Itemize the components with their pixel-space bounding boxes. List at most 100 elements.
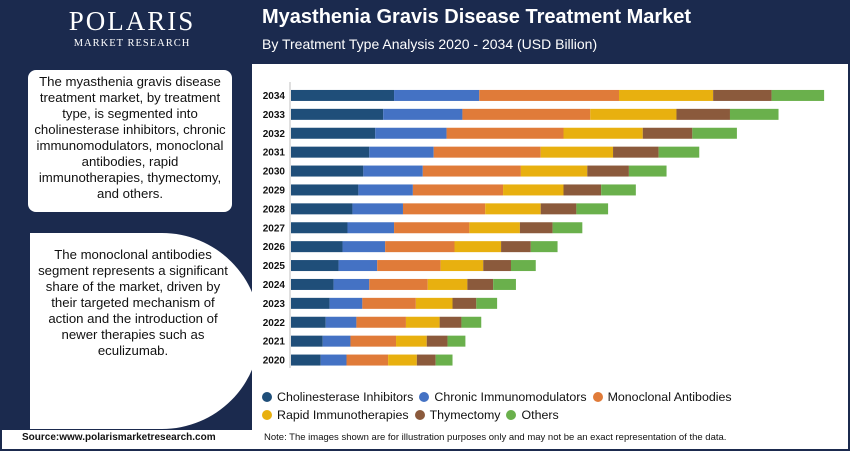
y-tick-label: 2033 <box>263 110 286 121</box>
bar-segment-cholinesterase-inhibitors-2026 <box>291 241 343 253</box>
bar-segment-others-2027 <box>552 222 583 234</box>
bar-segment-cholinesterase-inhibitors-2020 <box>291 354 321 366</box>
highlight-box: The monoclonal antibodies segment repres… <box>30 233 260 429</box>
y-tick-label: 2023 <box>263 299 286 310</box>
bar-segment-others-2030 <box>628 165 667 177</box>
bar-segment-rapid-immunotherapies-2033 <box>590 108 677 120</box>
bar-segment-monoclonal-antibodies-2021 <box>350 335 397 347</box>
bar-segment-thymectomy-2021 <box>426 335 448 347</box>
stacked-bar-chart: 2034 2033 2032 2031 2030 2029 2028 2027 2026 2025… <box>263 82 825 368</box>
bar-segment-others-2034 <box>771 89 825 101</box>
bar-segment-monoclonal-antibodies-2029 <box>412 184 504 196</box>
chart-title: Myasthenia Gravis Disease Treatment Mark… <box>262 6 692 28</box>
bar-segment-monoclonal-antibodies-2032 <box>446 127 564 139</box>
bar-segment-others-2026 <box>530 241 558 253</box>
y-tick-label: 2020 <box>263 356 286 367</box>
bar-segment-chronic-immunomodulators-2031 <box>369 146 434 158</box>
legend-swatch <box>414 410 425 420</box>
bar-segment-thymectomy-2027 <box>519 222 553 234</box>
y-tick-label: 2026 <box>263 242 286 253</box>
bar-segment-monoclonal-antibodies-2026 <box>385 241 455 253</box>
legend-swatch <box>262 392 272 402</box>
bar-segment-thymectomy-2026 <box>501 241 531 253</box>
y-tick-label: 2030 <box>263 167 286 178</box>
bar-segment-rapid-immunotherapies-2032 <box>563 127 643 139</box>
bar-segment-rapid-immunotherapies-2028 <box>485 203 541 215</box>
bar-segment-cholinesterase-inhibitors-2025 <box>291 260 339 272</box>
bar-segment-others-2029 <box>601 184 636 196</box>
bar-segment-cholinesterase-inhibitors-2033 <box>291 108 384 120</box>
bar-segment-thymectomy-2029 <box>563 184 602 196</box>
y-tick-label: 2034 <box>263 91 286 102</box>
logo-subtitle: MARKET RESEARCH <box>73 38 191 49</box>
bar-segment-rapid-immunotherapies-2027 <box>469 222 520 234</box>
y-tick-label: 2021 <box>263 337 286 348</box>
bar-segment-cholinesterase-inhibitors-2024 <box>291 278 334 290</box>
y-tick-label: 2025 <box>263 261 286 272</box>
legend-item: Cholinesterase Inhibitors <box>262 390 413 404</box>
bar-segment-rapid-immunotherapies-2025 <box>440 260 484 272</box>
legend-label: Chronic Immunomodulators <box>434 390 587 404</box>
y-tick-label: 2024 <box>263 280 286 291</box>
bar-segment-cholinesterase-inhibitors-2027 <box>291 222 348 234</box>
bar-segment-cholinesterase-inhibitors-2032 <box>291 127 376 139</box>
bar-segment-thymectomy-2034 <box>713 89 772 101</box>
bar-segment-thymectomy-2028 <box>540 203 577 215</box>
bar-segment-monoclonal-antibodies-2020 <box>346 354 389 366</box>
bar-segment-monoclonal-antibodies-2030 <box>422 165 521 177</box>
y-tick-label: 2032 <box>263 129 286 140</box>
bar-segment-cholinesterase-inhibitors-2031 <box>291 146 370 158</box>
bar-segment-rapid-immunotherapies-2022 <box>405 316 440 328</box>
bar-segment-thymectomy-2024 <box>467 278 494 290</box>
legend-swatch <box>419 392 430 402</box>
legend-label: Thymectomy <box>429 408 501 422</box>
bar-segment-chronic-immunomodulators-2025 <box>338 260 378 272</box>
bar-segment-thymectomy-2023 <box>452 297 477 309</box>
bar-segment-thymectomy-2033 <box>676 108 730 120</box>
bar-segment-thymectomy-2031 <box>613 146 659 158</box>
legend-item: Chronic Immunomodulators <box>419 390 587 404</box>
bar-segment-others-2024 <box>493 278 516 290</box>
footer-bar <box>2 430 848 449</box>
bar-segment-rapid-immunotherapies-2030 <box>520 165 588 177</box>
bar-segment-chronic-immunomodulators-2028 <box>352 203 403 215</box>
legend-label: Cholinesterase Inhibitors <box>277 390 414 404</box>
bar-segment-thymectomy-2025 <box>483 260 511 272</box>
legend-swatch <box>262 410 272 420</box>
bar-segment-rapid-immunotherapies-2026 <box>454 241 502 253</box>
bar-segment-monoclonal-antibodies-2022 <box>356 316 406 328</box>
y-tick-label: 2028 <box>263 204 286 215</box>
source-credit: Source:www.polarismarketresearch.com <box>22 432 216 443</box>
bar-segment-others-2020 <box>435 354 453 366</box>
bar-segment-rapid-immunotherapies-2023 <box>415 297 453 309</box>
bar-segment-thymectomy-2032 <box>642 127 693 139</box>
legend-label: Rapid Immunotherapies <box>277 408 409 422</box>
logo-name: POLARIS <box>68 6 196 36</box>
legend-swatch <box>592 392 603 402</box>
bar-segment-others-2021 <box>447 335 466 347</box>
bar-segment-cholinesterase-inhibitors-2030 <box>291 165 364 177</box>
y-tick-label: 2029 <box>263 185 286 196</box>
y-tick-label: 2031 <box>263 148 286 159</box>
bar-segment-cholinesterase-inhibitors-2023 <box>291 297 330 309</box>
bar-segment-monoclonal-antibodies-2027 <box>394 222 470 234</box>
bar-segment-chronic-immunomodulators-2030 <box>363 165 423 177</box>
bar-segment-monoclonal-antibodies-2031 <box>433 146 541 158</box>
bar-segment-cholinesterase-inhibitors-2022 <box>291 316 326 328</box>
legend-label: Others <box>521 408 559 422</box>
bar-segment-others-2023 <box>476 297 498 309</box>
bar-segment-others-2031 <box>658 146 700 158</box>
bar-segment-cholinesterase-inhibitors-2028 <box>291 203 353 215</box>
bar-segment-rapid-immunotherapies-2034 <box>618 89 714 101</box>
brand-logo: POLARIS MARKET RESEARCH <box>62 6 202 49</box>
bar-segment-monoclonal-antibodies-2034 <box>479 89 619 101</box>
bar-segment-cholinesterase-inhibitors-2029 <box>291 184 359 196</box>
legend-row: Rapid Immunotherapies Thymectomy Others <box>262 408 842 426</box>
legend-label: Monoclonal Antibodies <box>607 390 732 404</box>
legend-item: Rapid Immunotherapies <box>262 408 409 422</box>
bar-segment-chronic-immunomodulators-2026 <box>342 241 386 253</box>
bar-segment-thymectomy-2020 <box>416 354 436 366</box>
bar-segment-monoclonal-antibodies-2024 <box>369 278 428 290</box>
legend-item: Others <box>506 408 559 422</box>
bar-segment-others-2025 <box>510 260 536 272</box>
